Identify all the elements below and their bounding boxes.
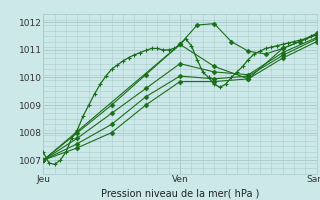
X-axis label: Pression niveau de la mer( hPa ): Pression niveau de la mer( hPa ) — [101, 189, 259, 199]
